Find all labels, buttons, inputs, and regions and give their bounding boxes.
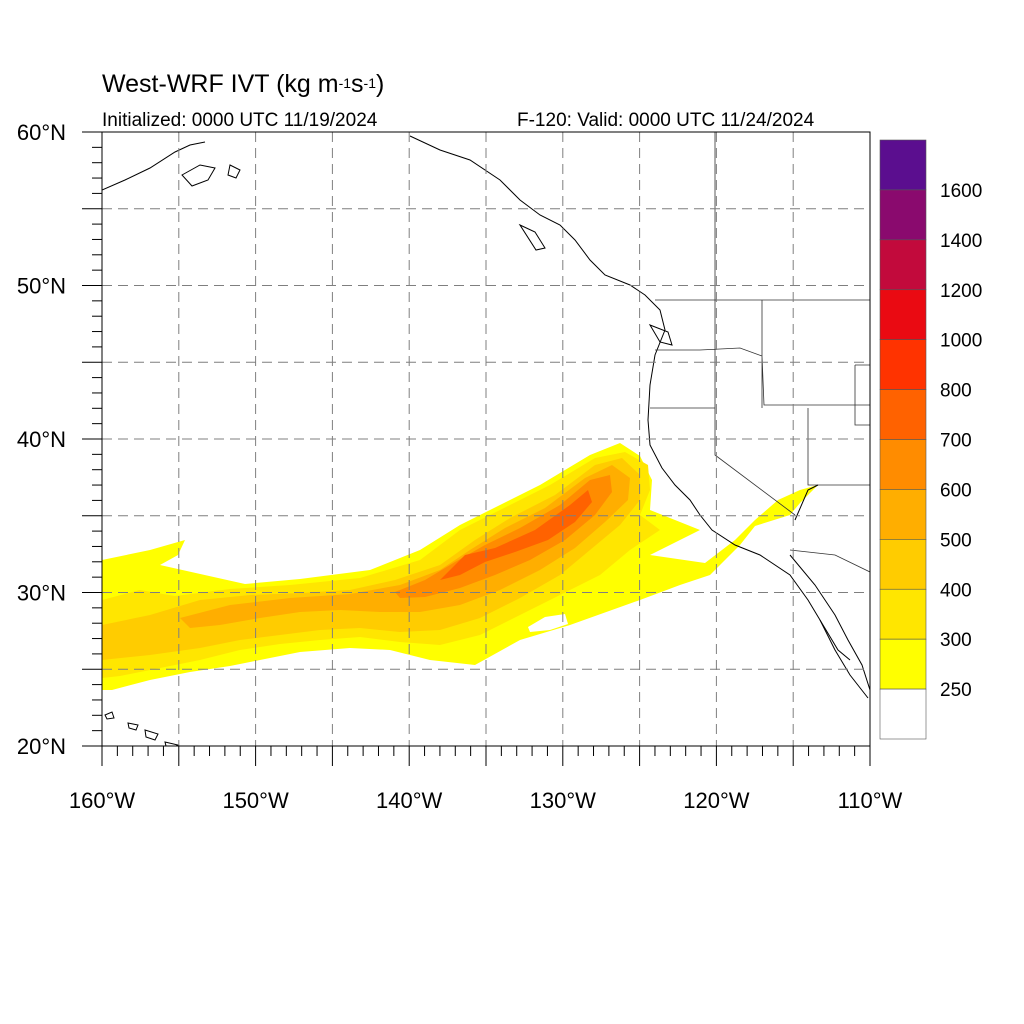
colorbar-swatch (879, 239, 927, 291)
lat-label: 20°N (17, 734, 66, 759)
lon-label: 150°W (222, 788, 289, 813)
lon-label: 110°W (838, 788, 903, 813)
colorbar-label: 1000 (940, 331, 982, 352)
north-america-coastline (409, 135, 869, 699)
colorbar-label: 500 (940, 530, 972, 551)
state-borders (650, 300, 870, 573)
islands-nw (227, 164, 673, 346)
ivt-contour-700 (440, 490, 592, 580)
lon-label: 160°W (69, 788, 136, 813)
alaska-coastline (102, 141, 206, 191)
colorbar-label: 250 (940, 680, 972, 701)
colorbar-label: 700 (940, 431, 972, 452)
colorbar-label: 600 (940, 480, 972, 501)
colorbar-swatch (879, 189, 927, 241)
valid-time-label: F-120: Valid: 0000 UTC 11/24/2024 (517, 110, 815, 131)
colorbar-swatch (879, 289, 927, 340)
colorbar-label: 800 (940, 381, 972, 402)
ivt-contour-600 (395, 475, 612, 598)
colorbar-swatch (879, 139, 927, 191)
colorbar-swatch (879, 389, 927, 440)
hawaii-islands (104, 711, 180, 746)
map-title: West-WRF IVT (kg m-1s-1) (102, 70, 385, 98)
canada-us-border (655, 132, 870, 301)
colorbar-swatch (879, 489, 927, 540)
gulf-of-california (794, 484, 851, 661)
lat-label: 50°N (17, 274, 66, 299)
axis-ticks (82, 131, 871, 766)
lat-label: 30°N (17, 581, 66, 606)
colorbar-swatch (879, 539, 927, 590)
longitude-labels: 160°W 150°W 140°W 130°W 120°W 110°W (69, 788, 903, 813)
colorbar-swatch (879, 339, 927, 390)
lon-label: 140°W (376, 788, 443, 813)
lat-label: 40°N (17, 427, 66, 452)
coastlines-and-borders (102, 132, 870, 746)
colorbar-label: 1400 (940, 231, 982, 252)
colorbar-label: 1200 (940, 281, 982, 302)
colorbar-label: 300 (940, 630, 972, 651)
colorbar-swatch (879, 638, 927, 690)
colorbar-labels: 1600 1400 1200 1000 800 700 600 500 400 300 250 (940, 181, 982, 701)
lon-label: 130°W (530, 788, 597, 813)
colorbar-swatch (879, 688, 927, 740)
initialized-label: Initialized: 0000 UTC 11/19/2024 (102, 110, 378, 131)
latitude-labels: 60°N 50°N 40°N 30°N 20°N (17, 120, 66, 759)
lon-label: 120°W (683, 788, 750, 813)
colorbar-label: 1600 (940, 181, 982, 202)
colorbar-label: 400 (940, 580, 972, 601)
colorbar-swatch (879, 439, 927, 490)
gridlines (102, 132, 870, 746)
kodiak-island (181, 164, 216, 187)
colorbar (879, 139, 927, 740)
lat-label: 60°N (17, 120, 66, 145)
colorbar-swatch (879, 588, 927, 640)
ivt-gap (528, 614, 568, 632)
ivt-field (102, 443, 818, 690)
